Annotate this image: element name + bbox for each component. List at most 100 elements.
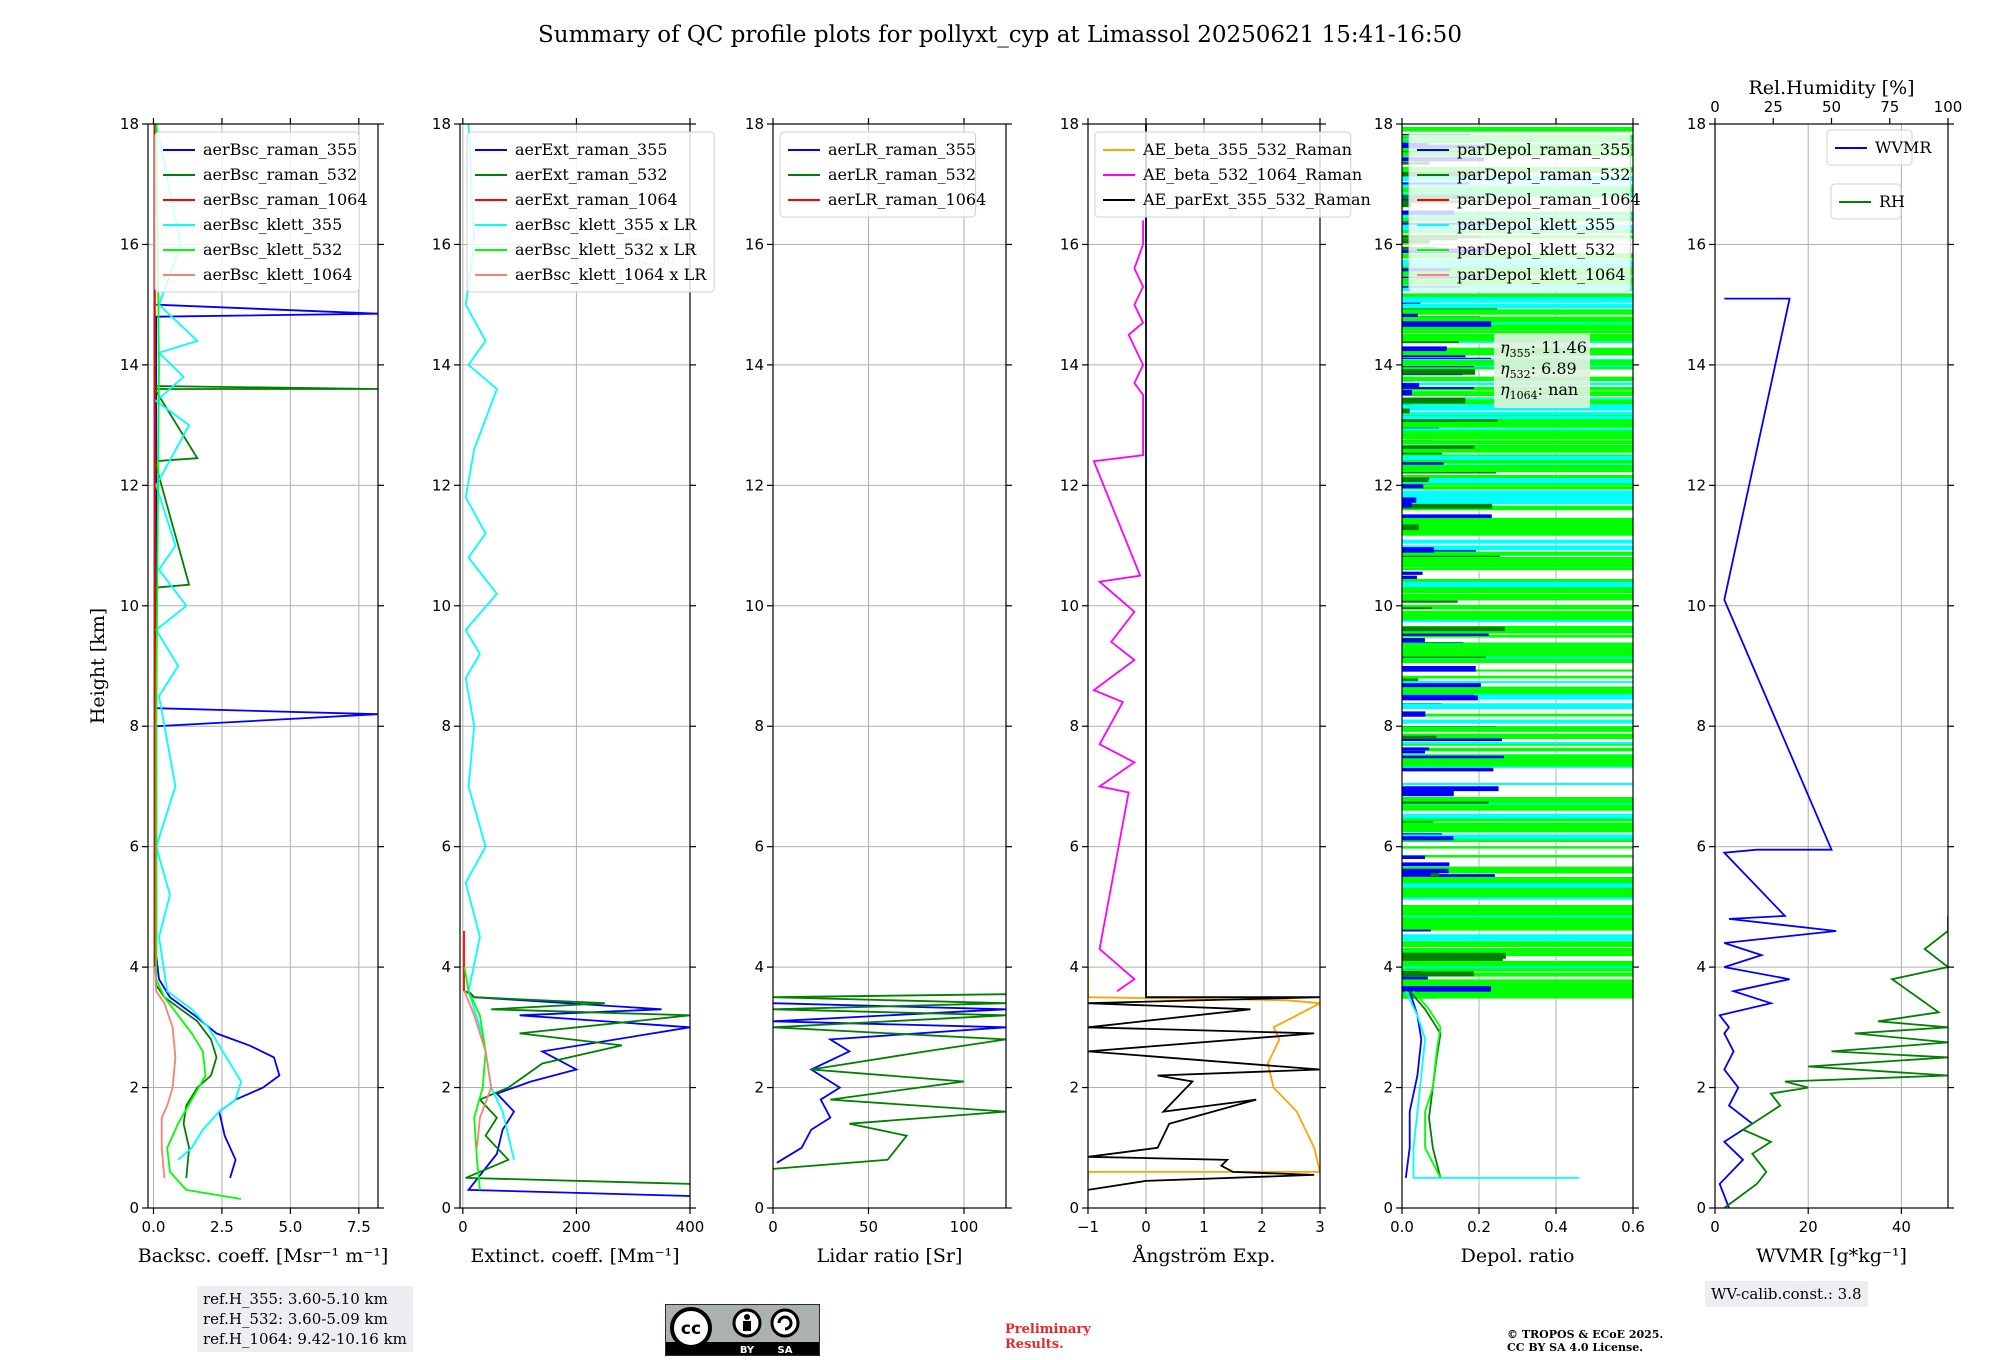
y-tick-label: 0	[754, 1199, 764, 1217]
y-tick-label: 12	[120, 476, 139, 494]
legend: parDepol_raman_355 parDepol_raman_532 parD…	[1408, 131, 1641, 293]
y-tick-label: 16	[1374, 235, 1393, 253]
y-tick-label: 18	[120, 115, 139, 133]
ref-height-1064: ref.H_1064: 9.42-10.16 km	[203, 1330, 407, 1348]
x-tick-label: 100	[950, 1218, 979, 1236]
series-aerBsc-klett-532	[155, 124, 242, 1200]
legend-entry: parDepol_raman_532	[1457, 165, 1630, 184]
x-tick-label: 0	[458, 1218, 468, 1236]
series-aerBsc-raman-355	[155, 303, 378, 1179]
y-tick-label: 0	[441, 1199, 451, 1217]
copyright-line-1: © TROPOS & ECoE 2025.	[1507, 1328, 1664, 1341]
annotation-line: η1064: nan	[1500, 380, 1578, 402]
y-tick-label: 8	[129, 717, 139, 735]
legend: AE_beta_355_532_Raman AE_beta_532_1064_Ra…	[1094, 131, 1371, 218]
panel-backscatter: 0.0 2.5 5.0 7.5 0 2 4 6 8 10 12 14 16 18 Backsc. coeff…	[87, 115, 388, 1267]
legend: aerExt_raman_355 aerExt_raman_532 aerExt_r…	[466, 131, 715, 293]
plot-area	[1088, 124, 1320, 1191]
cc-logo-text: cc	[681, 1319, 701, 1339]
y-tick-label: 14	[1060, 356, 1079, 374]
legend: RH	[1830, 183, 1905, 220]
y-tick-label: 16	[1687, 235, 1706, 253]
axes-frame	[1401, 123, 1634, 1209]
legend-entry: aerBsc_klett_355 x LR	[515, 215, 697, 234]
y-tick-label: 10	[745, 597, 764, 615]
series-aerBsc-klett-532-x-LR	[463, 966, 487, 1190]
legend-entry: parDepol_raman_1064	[1457, 190, 1641, 209]
legend: aerLR_raman_355 aerLR_raman_532 aerLR_rama…	[779, 131, 986, 218]
copyright-line-2: CC BY SA 4.0 License.	[1507, 1341, 1644, 1354]
legend-entry: parDepol_raman_355	[1457, 140, 1630, 159]
y-tick-label: 4	[1383, 958, 1393, 976]
legend-entry: AE_beta_355_532_Raman	[1142, 140, 1352, 159]
series-RH	[1723, 915, 1948, 1208]
y-tick-label: 14	[1687, 356, 1706, 374]
y-tick-label: 16	[432, 235, 451, 253]
y-axis-label: Height [km]	[87, 608, 109, 724]
x-tick-label: 0	[768, 1218, 778, 1236]
y-tick-label: 6	[754, 838, 764, 856]
legend-entry: aerExt_raman_1064	[515, 190, 678, 209]
series-aerExt-raman-532	[465, 990, 690, 1185]
x2-tick-label: 50	[1822, 98, 1841, 116]
cc-by-sa-badge: cc BY SA	[665, 1304, 820, 1356]
y-tick-label: 16	[745, 235, 764, 253]
y-tick-label: 14	[1374, 356, 1393, 374]
y-tick-label: 0	[1069, 1199, 1079, 1217]
y-tick-label: 10	[1687, 597, 1706, 615]
legend: WVMR	[1826, 129, 1932, 166]
legend-frame	[466, 131, 715, 293]
legend-entry: aerBsc_klett_1064	[203, 265, 352, 284]
wv-calibration-text: WV-calib.const.: 3.8	[1711, 1285, 1862, 1303]
y-tick-label: 8	[1696, 717, 1706, 735]
legend-entry: parDepol_klett_1064	[1457, 265, 1626, 284]
series-aerBsc-raman-532	[153, 124, 378, 1178]
y-tick-label: 10	[1060, 597, 1079, 615]
legend-entry: aerLR_raman_532	[828, 165, 976, 184]
x-tick-label: 0.4	[1544, 1218, 1568, 1236]
y-tick-label: 6	[1069, 838, 1079, 856]
legend-entry: aerBsc_raman_1064	[203, 190, 368, 209]
legend-entry: aerLR_raman_1064	[828, 190, 986, 209]
x2-tick-label: 25	[1764, 98, 1783, 116]
series-parDepol-klett-355	[1404, 990, 1580, 1179]
y-tick-label: 14	[432, 356, 451, 374]
y-tick-label: 10	[120, 597, 139, 615]
y-tick-label: 8	[754, 717, 764, 735]
x-tick-label: 40	[1892, 1218, 1911, 1236]
series-WVMR	[1718, 297, 1837, 1208]
y-tick-label: 4	[754, 958, 764, 976]
y-tick-label: 8	[441, 717, 451, 735]
y-tick-label: 0	[129, 1199, 139, 1217]
y-tick-label: 18	[745, 115, 764, 133]
y-tick-label: 18	[432, 115, 451, 133]
y-tick-label: 2	[1696, 1079, 1706, 1097]
x-tick-label: 1	[1199, 1218, 1209, 1236]
series-aerExt-raman-355	[466, 990, 690, 1197]
x2-tick-label: 75	[1880, 98, 1899, 116]
y-tick-label: 2	[1383, 1079, 1393, 1097]
x-tick-label: 2.5	[210, 1218, 234, 1236]
annotation-box	[1494, 334, 1590, 408]
annotation-line: η355: 11.46	[1500, 338, 1587, 360]
wv-calibration-box: WV-calib.const.: 3.8	[1705, 1281, 1868, 1307]
legend-entry: aerExt_raman_532	[515, 165, 668, 184]
series-AE-beta-532-1064-Raman	[1091, 220, 1145, 992]
legend-entry: aerBsc_klett_532 x LR	[515, 240, 697, 259]
panel-lidar_ratio: 0 50 100 0 2 4 6 8 10 12 14 16 18 Lidar ratio [Sr] aer…	[745, 115, 1012, 1267]
x-tick-label: 5.0	[278, 1218, 302, 1236]
y-tick-label: 6	[129, 838, 139, 856]
y-tick-label: 12	[1687, 476, 1706, 494]
y-tick-label: 18	[1374, 115, 1393, 133]
x-axis-label: Ångström Exp.	[1132, 1245, 1276, 1267]
legend-frame	[1094, 131, 1352, 218]
y-tick-label: 6	[1383, 838, 1393, 856]
legend-frame	[1826, 129, 1913, 166]
y-tick-label: 10	[432, 597, 451, 615]
y-tick-label: 14	[120, 356, 139, 374]
panel-extinction: 0 200 400 0 2 4 6 8 10 12 14 16 18 Extinct. coeff. [M…	[432, 115, 715, 1267]
x-tick-label: 0.2	[1467, 1218, 1491, 1236]
x2-axis-label: Rel.Humidity [%]	[1748, 77, 1914, 99]
